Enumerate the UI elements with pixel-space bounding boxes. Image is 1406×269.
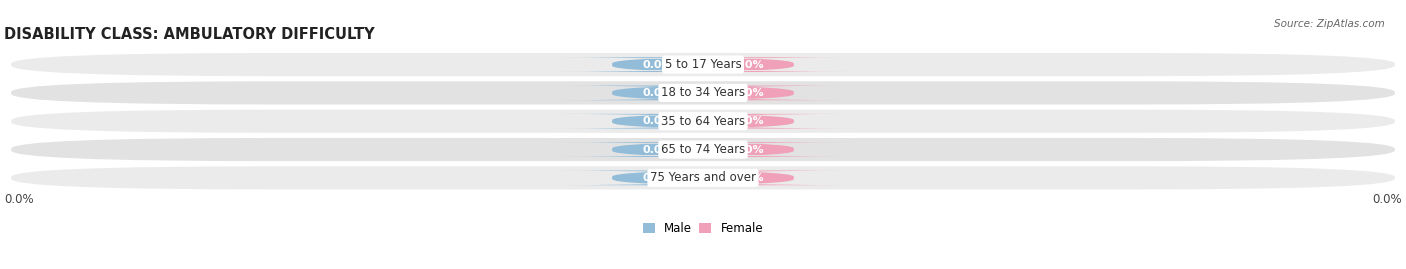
Text: 0.0%: 0.0% — [643, 144, 673, 155]
Text: DISABILITY CLASS: AMBULATORY DIFFICULTY: DISABILITY CLASS: AMBULATORY DIFFICULTY — [4, 27, 375, 42]
Text: 0.0%: 0.0% — [643, 116, 673, 126]
FancyBboxPatch shape — [11, 109, 1395, 133]
FancyBboxPatch shape — [550, 86, 766, 100]
FancyBboxPatch shape — [550, 142, 766, 157]
FancyBboxPatch shape — [640, 57, 856, 72]
Text: Source: ZipAtlas.com: Source: ZipAtlas.com — [1274, 19, 1385, 29]
Text: 5 to 17 Years: 5 to 17 Years — [665, 58, 741, 71]
Text: 0.0%: 0.0% — [733, 60, 763, 70]
Text: 0.0%: 0.0% — [643, 173, 673, 183]
Text: 0.0%: 0.0% — [733, 88, 763, 98]
Legend: Male, Female: Male, Female — [638, 218, 768, 240]
Text: 0.0%: 0.0% — [643, 60, 673, 70]
Text: 0.0%: 0.0% — [733, 144, 763, 155]
Text: 0.0%: 0.0% — [733, 116, 763, 126]
Text: 35 to 64 Years: 35 to 64 Years — [661, 115, 745, 128]
FancyBboxPatch shape — [640, 114, 856, 129]
FancyBboxPatch shape — [11, 138, 1395, 161]
FancyBboxPatch shape — [640, 171, 856, 185]
Text: 65 to 74 Years: 65 to 74 Years — [661, 143, 745, 156]
FancyBboxPatch shape — [640, 142, 856, 157]
FancyBboxPatch shape — [11, 166, 1395, 189]
FancyBboxPatch shape — [640, 86, 856, 100]
Text: 0.0%: 0.0% — [4, 193, 34, 206]
FancyBboxPatch shape — [550, 57, 766, 72]
Text: 75 Years and over: 75 Years and over — [650, 171, 756, 184]
FancyBboxPatch shape — [11, 81, 1395, 105]
Text: 0.0%: 0.0% — [733, 173, 763, 183]
Text: 0.0%: 0.0% — [1372, 193, 1402, 206]
FancyBboxPatch shape — [550, 171, 766, 185]
Text: 18 to 34 Years: 18 to 34 Years — [661, 86, 745, 100]
FancyBboxPatch shape — [11, 53, 1395, 76]
Text: 0.0%: 0.0% — [643, 88, 673, 98]
FancyBboxPatch shape — [550, 114, 766, 129]
